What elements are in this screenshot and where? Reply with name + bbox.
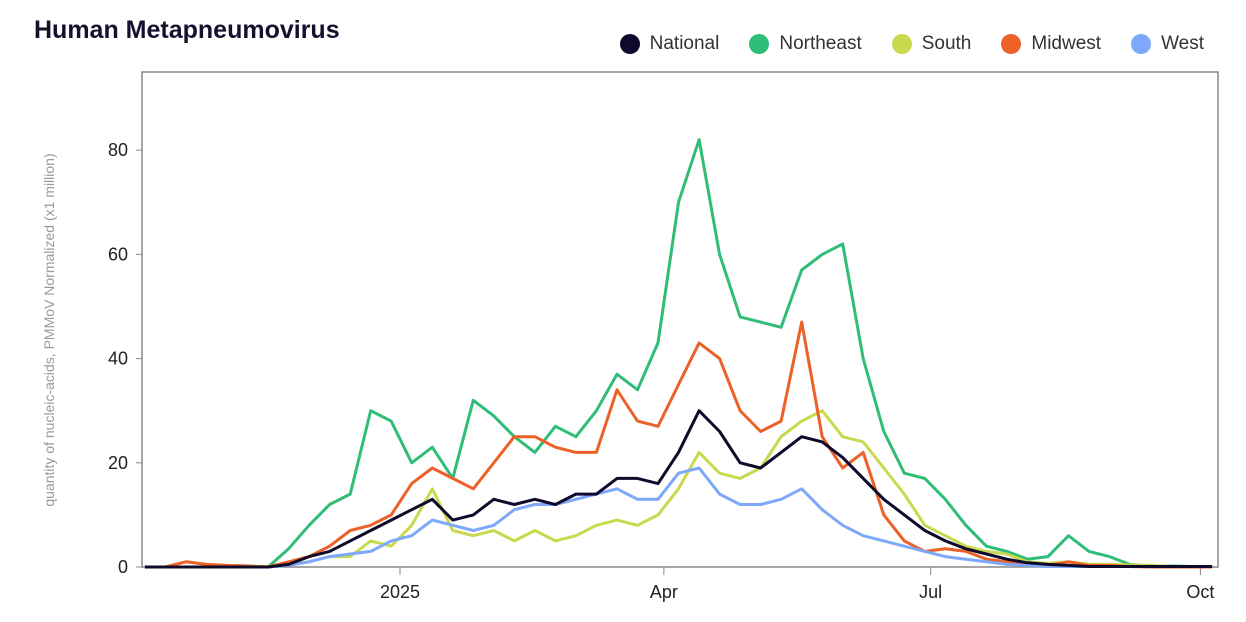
x-tick-label: 2025 (380, 582, 420, 602)
legend-item-midwest[interactable]: Midwest (1001, 33, 1101, 55)
y-tick-label: 40 (108, 349, 128, 369)
legend-label: West (1161, 33, 1204, 54)
series-line-south (144, 409, 1213, 569)
legend-label: Northeast (779, 33, 862, 54)
legend-swatch (1131, 34, 1152, 54)
y-axis-label: quantity of nucleic-acids, PMMoV Normali… (41, 153, 57, 506)
legend-label: Midwest (1031, 33, 1102, 54)
legend-item-west[interactable]: West (1131, 33, 1204, 55)
legend-item-south[interactable]: South (891, 33, 972, 55)
legend: National Northeast South Midwest West (619, 33, 1204, 55)
x-tick-label: Apr (650, 582, 678, 602)
series-line-northeast (144, 138, 1213, 569)
legend-swatch (749, 34, 770, 54)
legend-swatch (1001, 34, 1022, 54)
series-line-national (144, 409, 1213, 569)
legend-item-national[interactable]: National (619, 33, 720, 55)
x-tick-label: Oct (1186, 582, 1214, 602)
chart-title: Human Metapneumovirus (34, 16, 340, 44)
y-tick-label: 20 (108, 453, 128, 473)
y-tick-label: 60 (108, 244, 128, 264)
legend-label: South (921, 33, 972, 54)
legend-label: National (649, 33, 720, 54)
legend-item-northeast[interactable]: Northeast (749, 33, 862, 55)
legend-swatch (619, 34, 640, 54)
legend-swatch (891, 34, 912, 54)
y-tick-label: 0 (118, 557, 128, 577)
y-tick-label: 80 (108, 140, 128, 160)
x-tick-label: Jul (919, 582, 942, 602)
plot-frame (141, 71, 1219, 568)
series-line-west (144, 466, 1213, 569)
